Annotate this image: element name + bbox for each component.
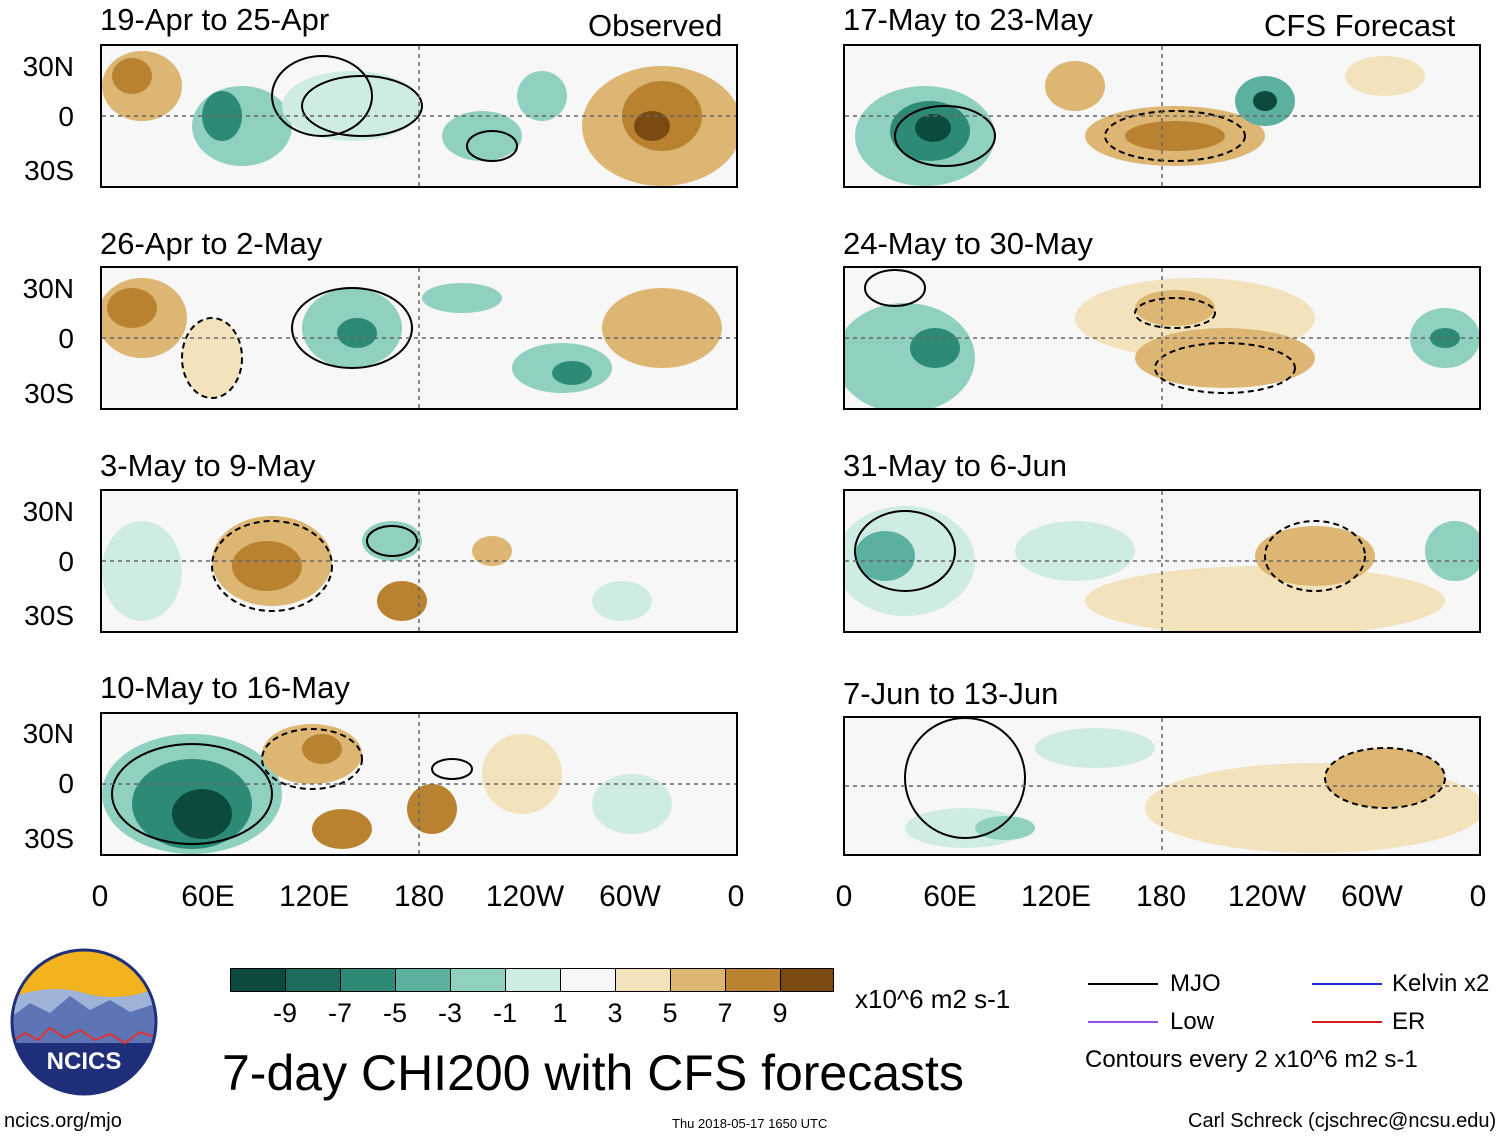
colorbar-tick: -3: [437, 998, 462, 1028]
x-axis-label: 60W: [599, 880, 661, 913]
y-axis-label: 30S: [24, 600, 74, 631]
er-legend-label: ER: [1392, 1008, 1426, 1035]
colorbar-tick: 3: [607, 998, 623, 1028]
colorbar-tick: -5: [382, 998, 407, 1028]
panel-title: 3-May to 9-May: [100, 448, 316, 483]
map-panel: [100, 266, 738, 410]
map-panel: [843, 716, 1481, 856]
colorbar-tick: 5: [662, 998, 678, 1028]
mjo-legend-line: [1088, 983, 1158, 985]
kelvin-legend-label: Kelvin x2: [1392, 970, 1490, 997]
panel-title: 7-Jun to 13-Jun: [843, 676, 1059, 711]
mjo-legend-label: MJO: [1170, 970, 1221, 997]
colorbar-tick: -7: [327, 998, 352, 1028]
panel-title: 24-May to 30-May: [843, 226, 1093, 261]
low-legend-line: [1088, 1021, 1158, 1023]
forecast-label: CFS Forecast: [1264, 8, 1456, 43]
panel-title: 26-Apr to 2-May: [100, 226, 323, 261]
credit: Carl Schreck (cjschrec@ncsu.edu): [1188, 1110, 1497, 1132]
y-axis-label: 30N: [22, 51, 74, 82]
panel-title: 17-May to 23-May: [843, 2, 1093, 37]
colorbar-cell: [560, 968, 616, 992]
panel-title: 31-May to 6-Jun: [843, 448, 1067, 483]
map-panel: [843, 489, 1481, 633]
kelvin-legend-line: [1312, 983, 1382, 985]
colorbar-cell: [615, 968, 671, 992]
x-axis-label: 120W: [1227, 880, 1307, 913]
colorbar-cell: [230, 968, 286, 992]
y-axis-label: 0: [58, 546, 74, 577]
y-axis-label: 30S: [24, 823, 74, 854]
timestamp: Thu 2018-05-17 1650 UTC: [672, 1116, 828, 1131]
x-axis-label: 180: [393, 880, 445, 913]
x-axis-label: 60E: [181, 880, 235, 913]
map-panel: [843, 266, 1481, 410]
x-axis-label: 60E: [923, 880, 977, 913]
x-axis-label: 180: [1135, 880, 1187, 913]
y-axis-label: 30N: [22, 718, 74, 749]
x-axis-label: 0: [727, 880, 745, 913]
low-legend-label: Low: [1170, 1008, 1215, 1035]
colorbar-cell: [395, 968, 451, 992]
colorbar-tick: 9: [772, 998, 788, 1028]
colorbar: [230, 968, 834, 992]
colorbar-tick: -1: [492, 998, 517, 1028]
colorbar-units: x10^6 m2 s-1: [855, 984, 1011, 1014]
ncics-logo: NCICS: [10, 948, 158, 1096]
y-axis-label: 0: [58, 101, 74, 132]
colorbar-cell: [450, 968, 506, 992]
colorbar-tick: 7: [717, 998, 733, 1028]
colorbar-cell: [725, 968, 781, 992]
main-title: 7-day CHI200 with CFS forecasts: [222, 1045, 964, 1101]
colorbar-cell: [285, 968, 341, 992]
x-axis-label: 120E: [1020, 880, 1092, 913]
logo-text: NCICS: [46, 1048, 122, 1075]
x-axis-label: 0: [1469, 880, 1487, 913]
colorbar-tick: 1: [552, 998, 568, 1028]
y-axis-label: 30S: [24, 378, 74, 409]
x-axis-label: 60W: [1341, 880, 1403, 913]
contours-note: Contours every 2 x10^6 m2 s-1: [1085, 1046, 1418, 1073]
map-panel: [100, 489, 738, 633]
observed-label: Observed: [588, 8, 723, 43]
map-panel: [100, 44, 738, 188]
colorbar-cell: [780, 968, 834, 992]
y-axis-label: 0: [58, 323, 74, 354]
panel-title: 10-May to 16-May: [100, 670, 350, 705]
x-axis-label: 120E: [278, 880, 350, 913]
colorbar-cell: [505, 968, 561, 992]
y-axis-label: 0: [58, 768, 74, 799]
x-axis-label: 0: [835, 880, 853, 913]
site-url[interactable]: ncics.org/mjo: [4, 1110, 122, 1132]
y-axis-label: 30N: [22, 496, 74, 527]
x-axis-label: 120W: [485, 880, 565, 913]
y-axis-label: 30N: [22, 273, 74, 304]
colorbar-cell: [340, 968, 396, 992]
map-panel: [100, 712, 738, 856]
y-axis-label: 30S: [24, 155, 74, 186]
colorbar-cell: [670, 968, 726, 992]
map-panel: [843, 44, 1481, 188]
colorbar-tick: -9: [272, 998, 297, 1028]
er-legend-line: [1312, 1021, 1382, 1023]
panel-title: 19-Apr to 25-Apr: [100, 2, 330, 37]
x-axis-label: 0: [91, 880, 109, 913]
